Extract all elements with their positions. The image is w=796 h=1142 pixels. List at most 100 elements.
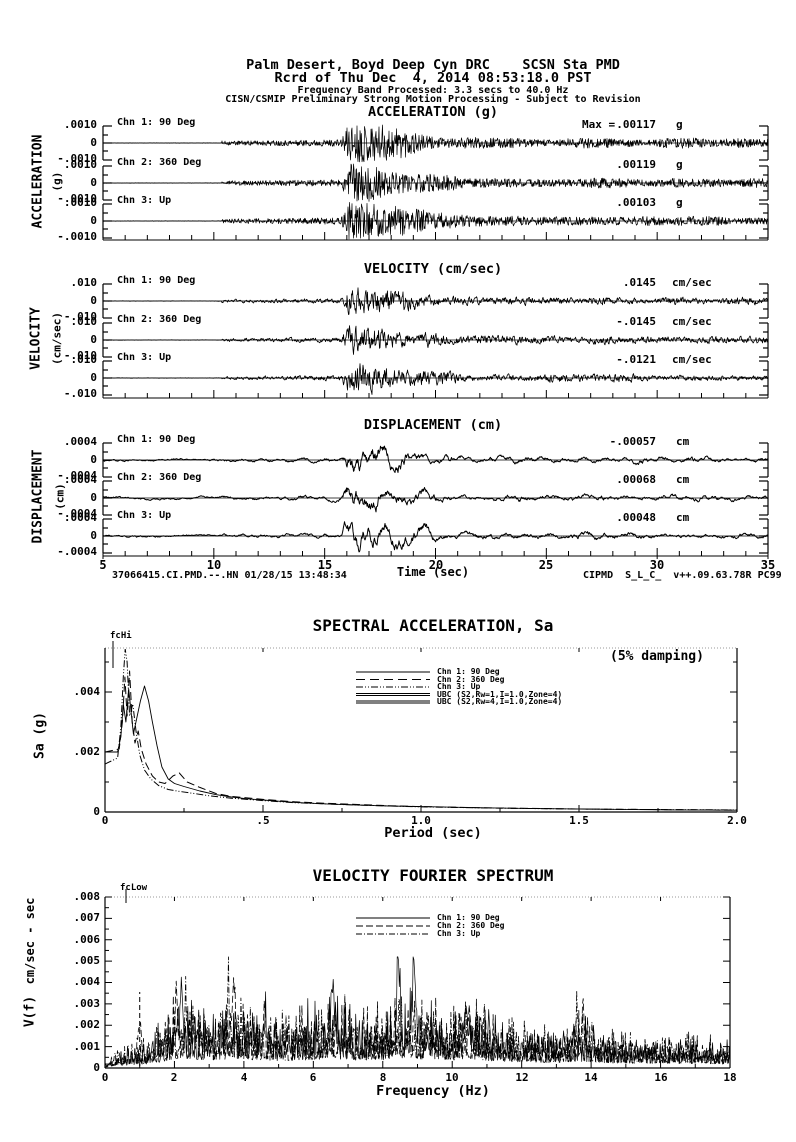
vel-ch1-ytick-neg: -.010 [63, 310, 97, 323]
accel-ch1-ytick-pos: .0010 [63, 118, 97, 131]
processing-note: CISN/CSMIP Preliminary Strong Motion Pro… [225, 94, 641, 105]
sa-title: SPECTRAL ACCELERATION, Sa [312, 616, 554, 635]
sa-fchi-label: fcHi [110, 631, 132, 641]
velocity-title: VELOCITY (cm/sec) [363, 261, 503, 277]
vel-ch3-units: cm/sec [672, 353, 712, 366]
sa-damping-note: (5% damping) [610, 649, 704, 664]
accel-ch1-ytick-zero: 0 [90, 136, 97, 149]
fourier-ytick-007: .007 [73, 911, 101, 924]
fourier-xtick-6: 6 [309, 1071, 317, 1084]
sa-xtick-10: 1.0 [411, 814, 431, 827]
accel-ch1-label: Chn 1: 90 Deg [117, 117, 196, 128]
sa-legend-chn1: Chn 1: 90 Deg [437, 667, 500, 676]
record-datetime: Rcrd of Thu Dec 4, 2014 08:53:18.0 PST [274, 70, 592, 86]
sa-xtick-15: 1.5 [569, 814, 589, 827]
fourier-xtick-12: 12 [515, 1071, 529, 1084]
vel-ch2-units: cm/sec [672, 315, 712, 328]
velocity-axis-units: (cm/sec) [50, 312, 64, 365]
accel-ch3-units: g [676, 196, 683, 209]
fourier-xtick-8: 8 [379, 1071, 387, 1084]
disp-ch2-max: .00068 [616, 473, 656, 486]
fourier-ytick-006: .006 [73, 933, 101, 946]
vel-ch2-ytick-zero: 0 [90, 333, 97, 346]
acceleration-axis-label: ACCELERATION [30, 134, 46, 229]
accel-ch2-ytick-pos: .0010 [63, 158, 97, 171]
fourier-ytick-002: .002 [73, 1018, 101, 1031]
vel-ch3-max: -.0121 [616, 353, 656, 366]
disp-ch3-ytick-neg: -.0004 [57, 545, 97, 558]
disp-ch1-ytick-neg: -.0004 [57, 469, 97, 482]
station-title: Palm Desert, Boyd Deep Cyn DRC SCSN Sta … [246, 57, 620, 73]
time-tick-5: 5 [99, 558, 107, 572]
disp-ch3-ytick-zero: 0 [90, 529, 97, 542]
accel-max-prefix: Max = [582, 118, 616, 131]
disp-ch3-units: cm [676, 511, 690, 524]
fourier-legend-chn2: Chn 2: 360 Deg [437, 921, 505, 930]
frequency-band-note: Frequency Band Processed: 3.3 secs to 40… [297, 85, 569, 96]
vel-ch3-ytick-pos: .010 [70, 353, 98, 366]
fourier-xtick-0: 0 [101, 1071, 109, 1084]
sa-xtick-20: 2.0 [727, 814, 747, 827]
accel-ch2-max: .00119 [616, 158, 656, 171]
record-id-footer: 37066415.CI.PMD.--.HN 01/28/15 13:48:34 [112, 570, 347, 581]
fourier-xlabel: Frequency (Hz) [376, 1083, 490, 1099]
sa-ytick-0: 0 [93, 805, 100, 818]
fourier-ytick-001: .001 [73, 1040, 101, 1053]
vel-ch2-max: -.0145 [616, 315, 656, 328]
fourier-ytick-005: .005 [73, 954, 101, 967]
time-tick-30: 30 [649, 558, 665, 572]
time-tick-25: 25 [538, 558, 554, 572]
fourier-ytick-008: .008 [73, 890, 101, 903]
vel-ch2-ytick-pos: .010 [70, 315, 98, 328]
disp-ch1-label: Chn 1: 90 Deg [117, 434, 196, 445]
sa-legend-chn2: Chn 2: 360 Deg [437, 674, 505, 684]
accel-ch3-ytick-zero: 0 [90, 214, 97, 227]
time-axis-label: Time (sec) [396, 565, 470, 579]
sa-xlabel: Period (sec) [384, 825, 482, 841]
fourier-ytick-0: 0 [93, 1061, 100, 1074]
sa-ytick-004: .004 [73, 685, 101, 698]
accel-ch2-units: g [676, 158, 683, 171]
fourier-xtick-18: 18 [723, 1071, 737, 1084]
disp-ch2-ytick-pos: .0004 [63, 473, 97, 486]
sa-ylabel: Sa (g) [32, 712, 48, 759]
accel-ch1-ytick-neg: -.0010 [57, 152, 97, 165]
time-tick-35: 35 [760, 558, 776, 572]
fourier-legend-chn1: Chn 1: 90 Deg [437, 913, 500, 922]
fourier-title: VELOCITY FOURIER SPECTRUM [312, 866, 554, 885]
fourier-xtick-4: 4 [240, 1071, 248, 1084]
sa-xtick-0: 0 [101, 814, 109, 827]
vel-ch2-label: Chn 2: 360 Deg [117, 314, 202, 325]
vel-ch2-ytick-neg: -.010 [63, 349, 97, 362]
disp-ch1-max: -.00057 [609, 435, 656, 448]
time-tick-15: 15 [317, 558, 333, 572]
acceleration-title: ACCELERATION (g) [367, 104, 499, 120]
sa-ytick-002: .002 [73, 745, 101, 758]
disp-ch1-units: cm [676, 435, 690, 448]
sa-legend-ubc1: UBC (S2,Rw=1,I=1.0,Zone=4) [437, 689, 563, 699]
fourier-xtick-16: 16 [654, 1071, 668, 1084]
time-tick-20: 20 [428, 558, 444, 572]
processing-version-footer: CIPMD S_L_C_ v++.09.63.78R PC99 [583, 570, 782, 581]
accel-ch3-label: Chn 3: Up [117, 195, 172, 206]
vel-ch1-label: Chn 1: 90 Deg [117, 275, 196, 286]
disp-ch2-units: cm [676, 473, 690, 486]
disp-ch2-ytick-neg: -.0004 [57, 507, 97, 520]
accel-ch2-ytick-neg: -.0010 [57, 192, 97, 205]
fourier-ylabel-fn: V(f) [22, 995, 38, 1028]
disp-ch3-max: .00048 [616, 511, 656, 524]
accel-ch1-units: g [676, 118, 683, 131]
fourier-xtick-10: 10 [445, 1071, 459, 1084]
fourier-ytick-004: .004 [73, 975, 101, 988]
vel-ch3-label: Chn 3: Up [117, 352, 172, 363]
sa-xtick-05: .5 [256, 814, 270, 827]
sa-legend-chn3: Chn 3: Up [437, 682, 481, 691]
disp-ch2-ytick-zero: 0 [90, 491, 97, 504]
accel-ch3-ytick-neg: -.0010 [57, 230, 97, 243]
disp-ch3-label: Chn 3: Up [117, 510, 172, 521]
vel-ch1-max: .0145 [622, 276, 656, 289]
disp-ch3-ytick-pos: .0004 [63, 511, 97, 524]
velocity-axis-label: VELOCITY [28, 307, 44, 370]
